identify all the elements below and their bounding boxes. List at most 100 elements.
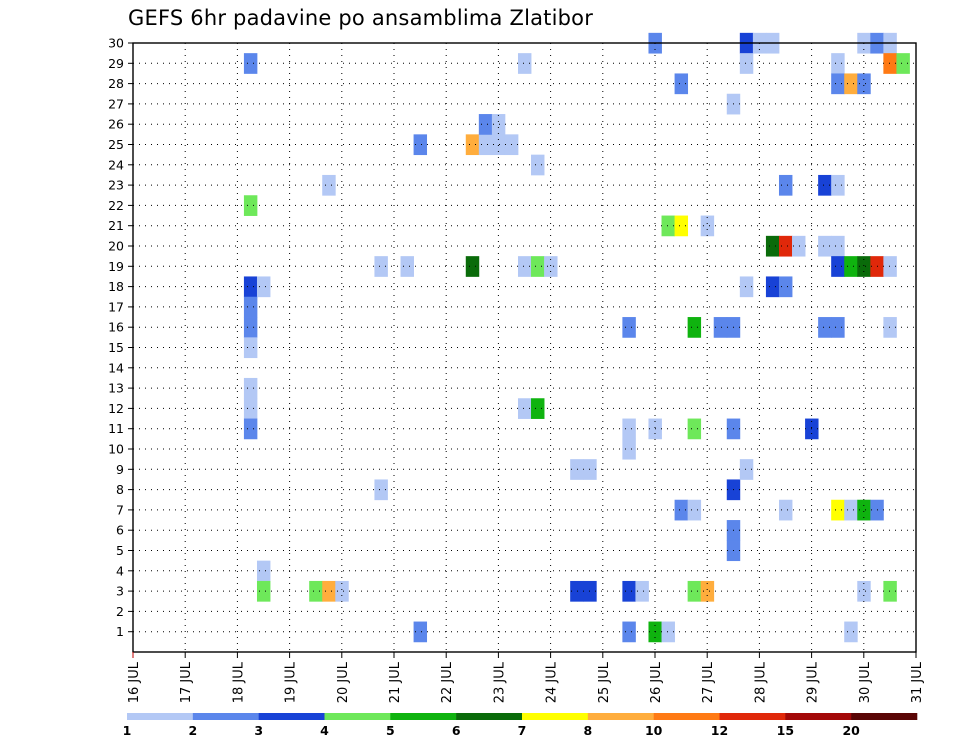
heatmap-cell: [844, 73, 858, 95]
heatmap-cell: [857, 580, 871, 602]
y-tick-label: 16: [108, 320, 124, 335]
heatmap-cell: [322, 580, 336, 602]
legend-swatch: [456, 713, 523, 720]
heatmap-cell: [818, 317, 832, 338]
heatmap-cell: [544, 256, 558, 277]
x-tick-label: 21 JUL: [388, 661, 403, 703]
legend-swatch: [587, 713, 654, 720]
heatmap-cell: [622, 418, 636, 440]
heatmap-cell: [739, 276, 754, 298]
heatmap-cell: [778, 499, 793, 521]
heatmap-cell: [491, 134, 506, 156]
heatmap-cell: [831, 317, 845, 338]
heatmap-cell: [765, 276, 780, 298]
x-tick-label: 18 JUL: [231, 661, 246, 703]
legend-label: 8: [583, 723, 592, 738]
y-tick-label: 24: [108, 157, 124, 172]
y-tick-label: 6: [116, 523, 124, 538]
heatmap-cell: [844, 621, 858, 643]
heatmap-cell: [687, 418, 702, 440]
heatmap-cell: [896, 53, 910, 74]
heatmap-cell: [765, 235, 780, 257]
y-tick-label: 25: [108, 137, 124, 152]
x-tick-label: 30 JUL: [858, 661, 873, 703]
y-tick-label: 22: [108, 198, 124, 213]
heatmap-cell: [831, 256, 845, 277]
legend-label: 3: [254, 723, 263, 738]
heatmap-cell: [883, 580, 897, 602]
heatmap-cell: [243, 296, 258, 318]
heatmap-cell: [674, 73, 689, 95]
heatmap-cell: [778, 235, 793, 257]
x-tick-label: 27 JUL: [701, 661, 716, 703]
legend-swatch: [390, 713, 457, 720]
heatmap-cell: [831, 499, 845, 521]
legend-swatch: [522, 713, 589, 720]
heatmap-cell: [309, 580, 323, 602]
heatmap-cell: [335, 580, 349, 602]
heatmap-cell: [674, 499, 689, 521]
heatmap-cell: [883, 317, 897, 338]
y-tick-label: 14: [108, 360, 124, 375]
heatmap-cell: [400, 256, 414, 277]
legend-label: 4: [320, 723, 329, 738]
heatmap-cell: [831, 235, 845, 257]
heatmap-cell: [661, 621, 675, 643]
y-tick-label: 29: [108, 56, 124, 71]
legend-swatch: [324, 713, 391, 720]
heatmap-cell: [844, 499, 858, 521]
legend-swatch: [719, 713, 786, 720]
heatmap-cell: [256, 560, 271, 582]
heatmap-cell: [256, 276, 271, 298]
heatmap-cell: [570, 580, 584, 602]
heatmap-cell: [778, 276, 793, 298]
y-tick-label: 11: [108, 421, 124, 436]
heatmap-cell: [413, 621, 428, 643]
heatmap-cell: [570, 459, 584, 480]
heatmap-cell: [713, 317, 728, 338]
y-tick-label: 26: [108, 117, 124, 132]
x-tick-label: 31 JUL: [910, 661, 925, 703]
x-tick-label: 20 JUL: [336, 661, 351, 703]
heatmap-cell: [517, 398, 532, 419]
x-tick-label: 28 JUL: [753, 661, 768, 703]
heatmap-cell: [687, 317, 702, 338]
legend-swatch: [785, 713, 852, 720]
heatmap-cell: [622, 580, 636, 602]
heatmap-cell: [857, 73, 871, 95]
y-tick-label: 8: [116, 482, 124, 497]
heatmap-cell: [243, 377, 258, 399]
x-tick-label: 23 JUL: [492, 661, 507, 703]
x-tick-label: 22 JUL: [440, 661, 455, 703]
heatmap-cell: [739, 53, 754, 74]
y-tick-label: 5: [116, 543, 124, 558]
heatmap-cell: [491, 114, 506, 135]
heatmap-cell: [243, 337, 258, 359]
y-tick-label: 10: [108, 442, 124, 457]
y-tick-label: 9: [116, 462, 124, 477]
legend-swatch: [192, 713, 259, 720]
heatmap-cell: [465, 134, 480, 156]
legend-swatch: [653, 713, 720, 720]
legend-swatch: [127, 713, 194, 720]
y-tick-label: 4: [116, 563, 124, 578]
y-tick-label: 2: [116, 604, 124, 619]
y-tick-label: 17: [108, 299, 124, 314]
y-tick-label: 13: [108, 381, 124, 396]
legend-label: 12: [711, 723, 728, 738]
y-tick-label: 7: [116, 502, 124, 517]
legend-label: 20: [842, 723, 860, 738]
x-tick-label: 19 JUL: [284, 661, 299, 703]
chart-title: GEFS 6hr padavine po ansamblima Zlatibor: [128, 6, 594, 30]
x-axis: 16 JUL 17 JUL 18 JUL 19 JUL 20 JUL 21 JUL 22 J…: [127, 652, 925, 703]
legend-label: 2: [188, 723, 197, 738]
heatmap-cell: [622, 438, 636, 460]
heatmap-cell: [243, 276, 258, 298]
heatmap-cell: [622, 621, 636, 643]
heatmap-cell: [322, 174, 336, 196]
heatmap-cell: [478, 114, 493, 135]
heatmap-cell: [857, 256, 871, 277]
legend-swatch: [851, 713, 918, 720]
y-axis: 1234567891011121314151617181920212223242…: [108, 36, 133, 639]
